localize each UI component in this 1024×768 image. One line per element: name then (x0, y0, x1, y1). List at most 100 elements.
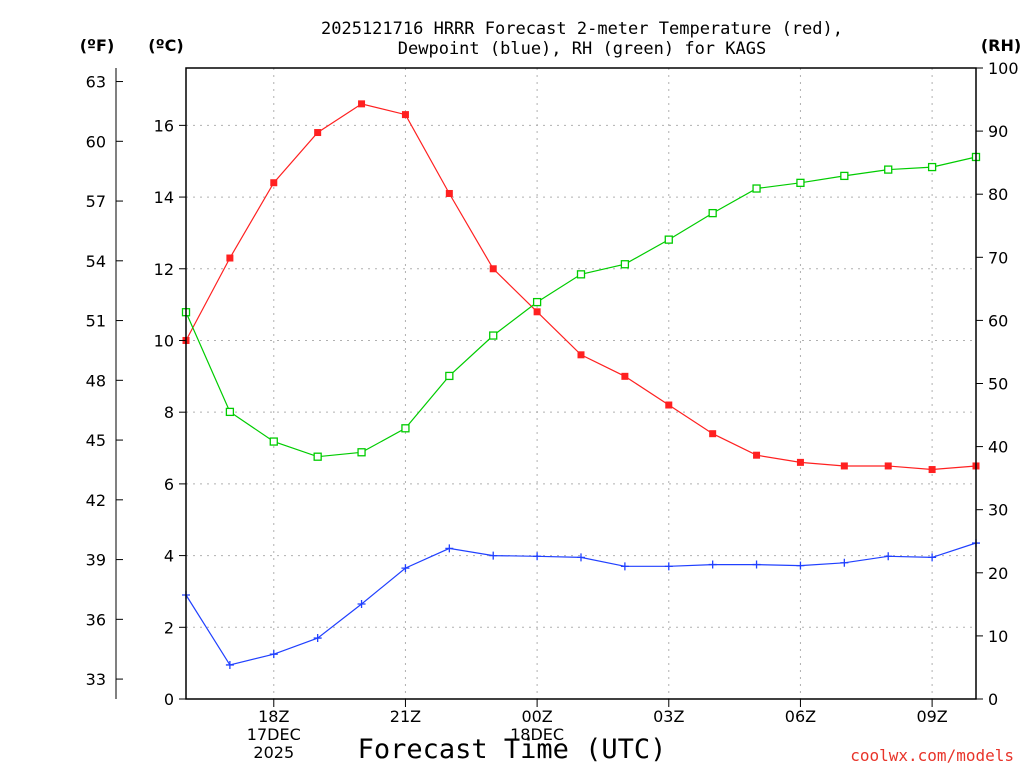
rh-point (401, 424, 410, 433)
rh-point (752, 184, 761, 193)
temperature-point (665, 401, 673, 409)
x-tick-label: 09Z (916, 707, 947, 726)
celsius-tick-label: 12 (154, 260, 174, 279)
celsius-tick-label: 16 (154, 116, 174, 135)
dewpoint-point (357, 599, 366, 608)
dewpoint-point (533, 552, 542, 561)
fahrenheit-tick-label: 51 (86, 312, 106, 331)
celsius-tick-label: 14 (154, 188, 174, 207)
grid-lines (186, 68, 976, 699)
rh-tick-label: 100 (988, 59, 1019, 78)
dewpoint-point (796, 561, 805, 570)
celsius-axis-label: (ºC) (148, 36, 183, 55)
dewpoint-point (928, 553, 937, 562)
rh-point (708, 208, 717, 218)
temperature-point (753, 451, 761, 459)
rh-point (489, 331, 498, 340)
dewpoint-series (182, 539, 980, 669)
rh-point (357, 448, 366, 457)
dewpoint-point (840, 558, 849, 567)
temperature-point (577, 351, 585, 359)
celsius-tick-label: 4 (164, 547, 174, 566)
celsius-tick-label: 0 (164, 690, 174, 709)
rh-tick-label: 0 (988, 690, 998, 709)
temperature-point (226, 254, 234, 262)
x-tick-label: 2025 (253, 743, 294, 762)
rh-point (313, 452, 322, 461)
temperature-point (840, 462, 848, 470)
temperature-point (445, 189, 453, 197)
celsius-tick-label: 8 (164, 403, 174, 422)
rh-tick-label: 70 (988, 248, 1008, 267)
x-tick-label: 18Z (258, 707, 289, 726)
temperature-point (621, 372, 629, 380)
temperature-point (796, 458, 804, 466)
temperature-point (358, 100, 366, 108)
rh-tick-label: 80 (988, 185, 1008, 204)
fahrenheit-tick-label: 45 (86, 431, 106, 450)
temperature-point (709, 430, 717, 438)
temperature-point (884, 462, 892, 470)
series-layer (181, 100, 981, 669)
dewpoint-point (445, 544, 454, 553)
temperature-point (401, 111, 409, 119)
chart-title-line-1: 2025121716 HRRR Forecast 2-meter Tempera… (321, 19, 843, 39)
fahrenheit-axis-label: (ºF) (80, 36, 115, 55)
temperature-line (185, 103, 977, 471)
temperature-point (314, 129, 322, 137)
rh-point (269, 437, 278, 446)
rh-tick-label: 90 (988, 122, 1008, 141)
temperature-point (270, 179, 278, 187)
rh-tick-label: 50 (988, 375, 1008, 394)
plot-frame (185, 67, 977, 700)
dewpoint-point (884, 552, 893, 561)
x-axis-title: Forecast Time (UTC) (358, 734, 667, 765)
fahrenheit-tick-label: 33 (86, 670, 106, 689)
temperature-point (533, 308, 541, 316)
rh-line (185, 156, 977, 458)
rh-point (796, 178, 805, 187)
rh-point (927, 162, 937, 172)
dewpoint-point (664, 562, 673, 571)
fahrenheit-tick-label: 57 (86, 192, 106, 211)
dewpoint-point (577, 553, 585, 562)
rh-tick-label: 40 (988, 438, 1008, 457)
dewpoint-point (752, 560, 761, 569)
dewpoint-point (313, 634, 322, 643)
temperature-point (928, 466, 936, 474)
dewpoint-point (269, 650, 278, 659)
rh-tick-label: 10 (988, 627, 1008, 646)
fahrenheit-tick-label: 42 (86, 491, 106, 510)
temperature-series (182, 100, 980, 474)
rh-point (532, 297, 542, 307)
rh-point (840, 171, 849, 181)
x-tick-label: 00Z (521, 707, 552, 726)
chart-title-line-2: Dewpoint (blue), RH (green) for KAGS (398, 39, 766, 59)
rh-point (445, 371, 454, 381)
x-tick-label: 21Z (390, 707, 421, 726)
dewpoint-point (225, 660, 234, 669)
rh-point (664, 235, 673, 244)
dewpoint-point (620, 562, 629, 571)
rh-point (620, 260, 630, 269)
rh-tick-label: 20 (988, 564, 1008, 583)
x-tick-label: 18DEC (510, 725, 564, 744)
x-tick-label: 03Z (653, 707, 684, 726)
x-tick-label: 17DEC (247, 725, 301, 744)
dewpoint-point (401, 564, 410, 573)
fahrenheit-tick-label: 36 (86, 610, 106, 629)
dewpoint-point (708, 560, 717, 569)
rh-point (884, 165, 893, 174)
site-credit: coolwx.com/models (850, 746, 1014, 765)
rh-axis-label: (RH) (981, 36, 1021, 55)
rh-point (225, 407, 235, 417)
rh-tick-label: 60 (988, 311, 1008, 330)
x-tick-label: 06Z (785, 707, 816, 726)
celsius-tick-label: 6 (164, 475, 174, 494)
celsius-tick-label: 2 (164, 618, 174, 637)
fahrenheit-tick-label: 48 (86, 371, 106, 390)
fahrenheit-tick-label: 60 (86, 132, 106, 151)
dewpoint-point (489, 551, 498, 560)
